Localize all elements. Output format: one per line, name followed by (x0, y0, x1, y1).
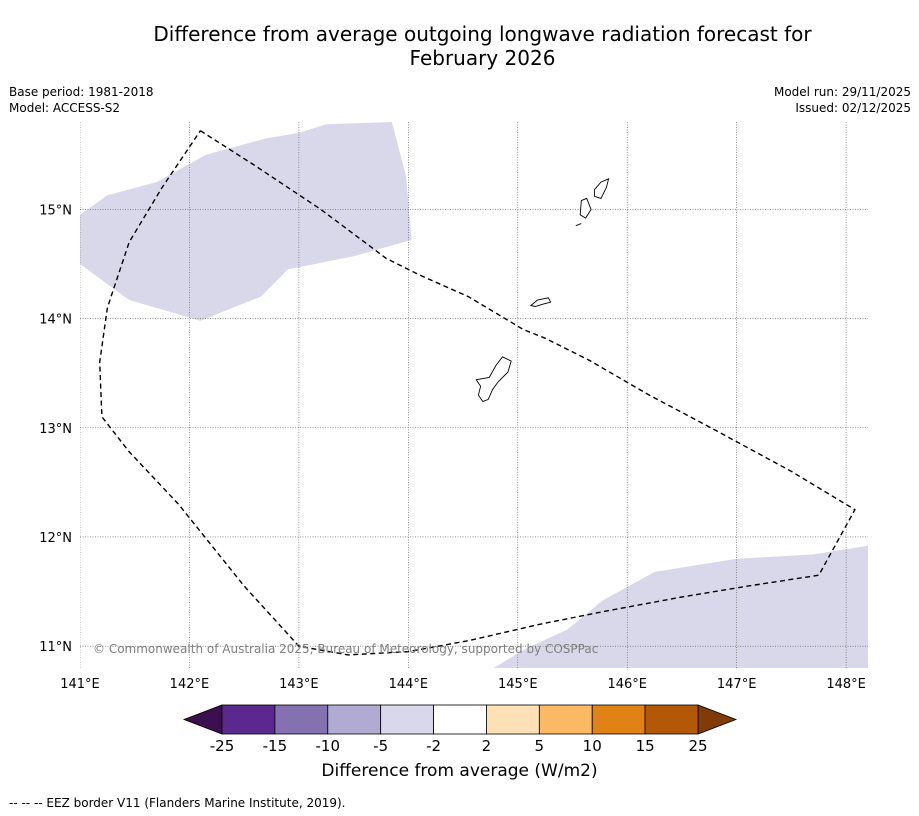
lon-tick-label: 148°E (826, 677, 866, 692)
lat-tick-label: 11°N (39, 640, 72, 655)
lon-tick-label: 142°E (170, 677, 210, 692)
colorbar-tick-label: 10 (583, 737, 602, 755)
northwest-anomaly-region (80, 122, 412, 321)
colorbar-bin (591, 704, 646, 735)
colorbar-bin (274, 704, 329, 735)
issued-date: Issued: 02/12/2025 (795, 101, 911, 115)
map-area: 141°E 142°E 143°E 144°E 145°E 146°E 147°E 148°E… (39, 122, 868, 692)
colorbar-tick-label: -25 (210, 737, 235, 755)
island-aguijan (575, 223, 582, 227)
title-line-2: February 2026 (409, 46, 556, 70)
colorbar-bin (380, 704, 434, 735)
colorbar-tick-label: 2 (482, 737, 492, 755)
island-guam (475, 356, 512, 403)
colorbar-bin (486, 704, 540, 735)
lon-tick-label: 143°E (279, 677, 319, 692)
lon-tick-label: 146°E (607, 677, 647, 692)
colorbar-tick-label: -10 (316, 737, 341, 755)
lat-tick-label: 13°N (39, 422, 72, 437)
island-rota (529, 297, 552, 307)
eez-border-line (98, 130, 856, 656)
colorbar: -25 -15 -10 -5 -2 2 5 10 15 25 (182, 704, 738, 755)
colorbar-tick-label: -5 (373, 737, 388, 755)
colorbar-bin (327, 704, 382, 735)
eez-footnote: -- -- -- EEZ border V11 (Flanders Marine… (9, 796, 346, 810)
colorbar-bin (433, 704, 487, 735)
model-run: Model run: 29/11/2025 (773, 85, 911, 99)
southeast-anomaly-region (493, 545, 868, 668)
colorbar-tick-label: 25 (688, 737, 707, 755)
colorbar-tick-label: -15 (263, 737, 288, 755)
lat-tick-label: 12°N (39, 531, 72, 546)
copyright-notice: © Commonwealth of Australia 2025, Bureau… (93, 642, 599, 656)
meta-left: Base period: 1981-2018 Model: ACCESS-S2 (9, 84, 154, 116)
meta-right: Model run: 29/11/2025 Issued: 02/12/2025 (774, 84, 911, 116)
colorbar-bin (644, 704, 699, 735)
plot-area (80, 122, 868, 668)
title-line-1: Difference from average outgoing longwav… (153, 22, 812, 46)
colorbar-bin (538, 704, 593, 735)
colorbar-title: Difference from average (W/m2) (321, 761, 598, 781)
colorbar-tick-label: 15 (636, 737, 655, 755)
lat-tick-label: 14°N (39, 313, 72, 328)
base-period: Base period: 1981-2018 (9, 85, 154, 99)
colorbar-bin (221, 704, 276, 735)
map-title: Difference from average outgoing longwav… (60, 22, 905, 70)
lon-tick-label: 145°E (498, 677, 538, 692)
lon-tick-label: 147°E (717, 677, 757, 692)
island-saipan (593, 178, 610, 199)
colorbar-tick-label: 5 (535, 737, 545, 755)
lat-tick-label: 15°N (39, 203, 72, 218)
model-name: Model: ACCESS-S2 (9, 101, 121, 115)
island-tinian (579, 197, 592, 219)
colorbar-low-extension (182, 704, 223, 735)
colorbar-high-extension (697, 704, 738, 735)
lon-tick-label: 144°E (389, 677, 429, 692)
lon-tick-label: 141°E (60, 677, 100, 692)
colorbar-tick-label: -2 (426, 737, 441, 755)
